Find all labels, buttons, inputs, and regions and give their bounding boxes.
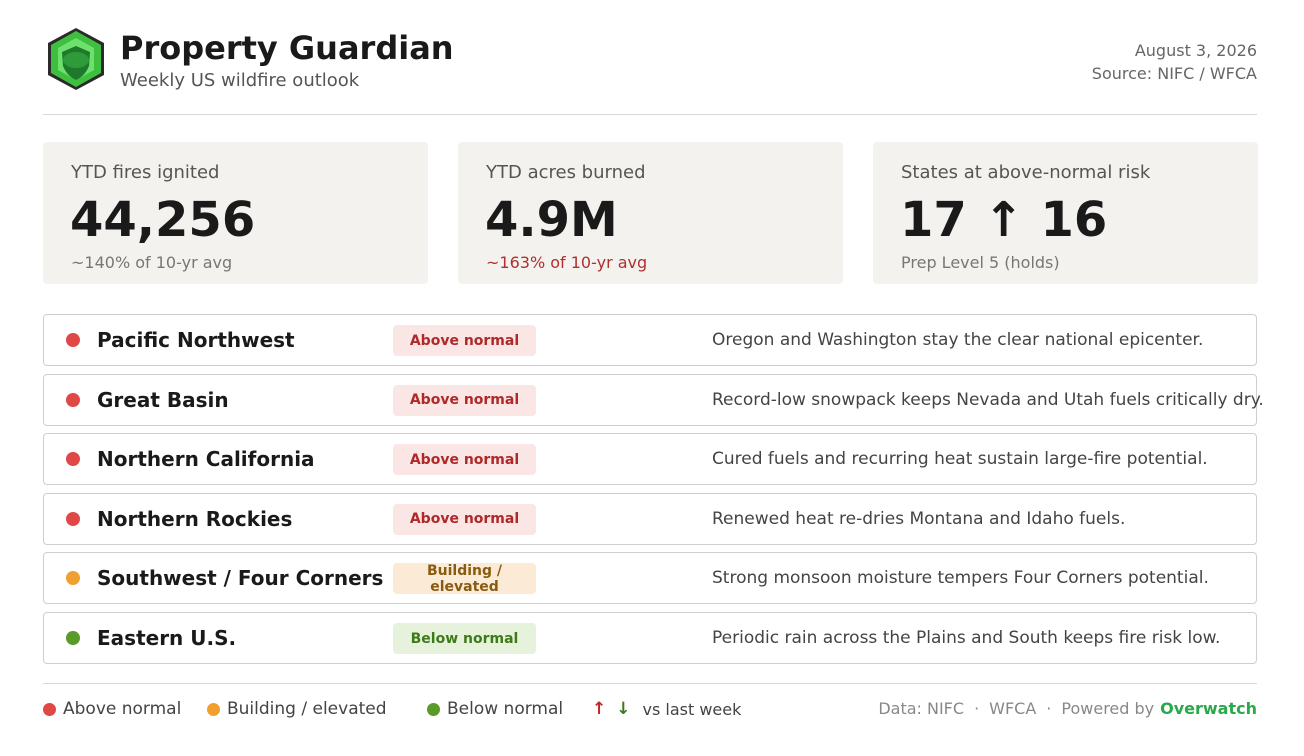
app-title: Property Guardian bbox=[120, 29, 454, 67]
legend-item: Above normal bbox=[43, 699, 181, 719]
region-row: Eastern U.S. Below normal Periodic rain ac… bbox=[43, 612, 1257, 664]
footer-data: Data: NIFC bbox=[878, 699, 965, 718]
region-name: Pacific Northwest bbox=[97, 328, 295, 352]
region-row: Great Basin Above normal Record-low snowpa… bbox=[43, 373, 1264, 426]
region-name: Great Basin bbox=[97, 387, 229, 412]
status-badge: Above normal bbox=[393, 384, 536, 416]
report-date: August 3, 2026 bbox=[1134, 41, 1257, 60]
stat-note: ~140% of 10-yr avg bbox=[71, 253, 233, 272]
legend-item: Below normal bbox=[427, 699, 563, 719]
region-note: Renewed heat re-dries Montana and Idaho … bbox=[712, 508, 1126, 529]
legend-label: Above normal bbox=[63, 699, 182, 719]
status-dot bbox=[66, 511, 80, 526]
footer-powered: Powered by bbox=[1061, 699, 1155, 718]
legend-item: Building / elevated bbox=[207, 699, 387, 719]
status-badge: Above normal bbox=[393, 444, 536, 476]
status-badge: Above normal bbox=[393, 325, 536, 356]
status-badge: Below normal bbox=[393, 623, 536, 654]
stat-value: 4.9M bbox=[485, 192, 618, 248]
up-arrow: ↑ bbox=[592, 699, 607, 719]
stat-card: States at above-normal risk 17 ↑ 16 Prep L… bbox=[873, 142, 1258, 284]
region-note: Strong monsoon moisture tempers Four Cor… bbox=[712, 568, 1209, 589]
status-dot bbox=[66, 392, 80, 407]
trend-legend: ↑ ↓ vs last week bbox=[592, 699, 741, 719]
stat-card: YTD acres burned 4.9M ~163% of 10-yr avg bbox=[458, 142, 843, 284]
region-name: Eastern U.S. bbox=[97, 626, 237, 650]
separator: · bbox=[974, 699, 980, 718]
region-name: Northern California bbox=[97, 447, 315, 472]
region-row: Northern Rockies Above normal Renewed heat… bbox=[43, 492, 1257, 545]
stat-label: YTD fires ignited bbox=[71, 162, 220, 183]
logo bbox=[48, 28, 104, 90]
stat-value: 44,256 bbox=[70, 192, 256, 248]
region-note: Periodic rain across the Plains and Sout… bbox=[712, 628, 1221, 648]
footer: Data: NIFC · WFCA · Powered by Overwatch bbox=[878, 699, 1257, 718]
legend-label: Below normal bbox=[447, 699, 564, 719]
footer-wfca: WFCA bbox=[989, 699, 1037, 718]
stat-note: Prep Level 5 (holds) bbox=[901, 253, 1060, 272]
stat-value: 17 ↑ 16 bbox=[900, 192, 1108, 248]
status-badge: Building / elevated bbox=[393, 563, 536, 595]
stat-card: YTD fires ignited 44,256 ~140% of 10-yr av… bbox=[43, 142, 428, 284]
region-row: Northern California Above normal Cured fue… bbox=[43, 433, 1257, 486]
status-badge: Above normal bbox=[393, 503, 536, 535]
region-note: Oregon and Washington stay the clear nat… bbox=[712, 330, 1204, 350]
divider bbox=[43, 114, 1257, 115]
stat-note: ~163% of 10-yr avg bbox=[486, 253, 648, 272]
region-note: Record-low snowpack keeps Nevada and Uta… bbox=[712, 389, 1264, 410]
legend-dot bbox=[43, 702, 56, 716]
divider bbox=[43, 683, 1257, 684]
brand-link[interactable]: Overwatch bbox=[1160, 699, 1257, 718]
status-dot bbox=[66, 571, 80, 586]
region-name: Northern Rockies bbox=[97, 506, 293, 531]
trend-label: vs last week bbox=[642, 699, 742, 719]
down-arrow: ↓ bbox=[616, 699, 631, 719]
region-note: Cured fuels and recurring heat sustain l… bbox=[712, 449, 1208, 470]
report-source: Source: NIFC / WFCA bbox=[1091, 64, 1257, 83]
separator: · bbox=[1046, 699, 1052, 718]
status-dot bbox=[66, 333, 80, 347]
region-row: Southwest / Four Corners Building / eleva… bbox=[43, 552, 1257, 605]
legend-label: Building / elevated bbox=[227, 699, 387, 719]
status-dot bbox=[66, 452, 80, 467]
legend-dot bbox=[427, 702, 440, 716]
region-row: Pacific Northwest Above normal Oregon and … bbox=[43, 314, 1257, 366]
region-name: Southwest / Four Corners bbox=[97, 566, 384, 591]
legend-dot bbox=[207, 702, 220, 716]
stat-label: YTD acres burned bbox=[486, 162, 646, 183]
app-subtitle: Weekly US wildfire outlook bbox=[120, 70, 360, 91]
stat-label: States at above-normal risk bbox=[901, 162, 1151, 183]
status-dot bbox=[66, 631, 80, 645]
